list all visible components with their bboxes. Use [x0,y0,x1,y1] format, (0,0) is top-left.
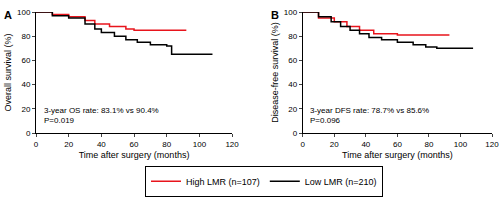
svg-text:60: 60 [393,140,402,149]
svg-text:120: 120 [225,140,239,149]
svg-text:20: 20 [21,105,30,114]
svg-text:60: 60 [21,56,30,65]
svg-text:40: 40 [97,140,106,149]
svg-text:0: 0 [301,140,306,149]
svg-text:40: 40 [361,140,370,149]
svg-text:Time after surgery (months): Time after surgery (months) [342,150,453,160]
svg-text:100: 100 [284,8,298,17]
svg-text:40: 40 [21,80,30,89]
svg-text:100: 100 [193,140,207,149]
svg-text:High LMR (n=107): High LMR (n=107) [186,177,260,187]
svg-text:40: 40 [288,80,297,89]
svg-text:3-year OS rate: 83.1% vs 90.4%: 3-year OS rate: 83.1% vs 90.4%P=0.019 [44,106,159,125]
svg-text:A: A [4,9,12,21]
svg-text:20: 20 [288,105,297,114]
svg-text:80: 80 [21,32,30,41]
svg-text:100: 100 [17,8,31,17]
svg-text:60: 60 [288,56,297,65]
svg-text:Time after surgery (months): Time after surgery (months) [79,150,190,160]
svg-text:B: B [271,9,279,21]
svg-text:120: 120 [485,140,499,149]
svg-text:0: 0 [293,129,298,138]
svg-text:20: 20 [64,140,73,149]
svg-text:Overall survival (%): Overall survival (%) [3,33,13,111]
svg-text:60: 60 [130,140,139,149]
svg-text:80: 80 [288,32,297,41]
svg-text:80: 80 [424,140,433,149]
svg-text:20: 20 [330,140,339,149]
svg-text:3-year DFS rate: 78.7% vs 85.6: 3-year DFS rate: 78.7% vs 85.6%P=0.096 [310,106,429,125]
svg-text:0: 0 [34,140,39,149]
svg-text:100: 100 [454,140,468,149]
svg-text:0: 0 [26,129,31,138]
svg-text:Disease-free survival (%): Disease-free survival (%) [270,22,280,123]
svg-text:Low LMR (n=210): Low LMR (n=210) [305,177,377,187]
svg-text:80: 80 [162,140,171,149]
